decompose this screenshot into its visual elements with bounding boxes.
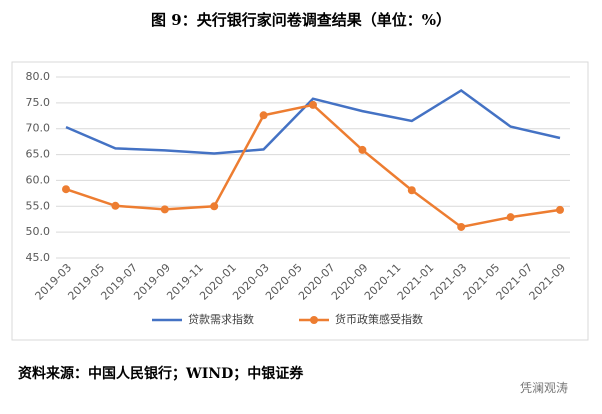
- marker: [111, 201, 120, 210]
- y-tick-label: 80.0: [26, 70, 51, 83]
- y-tick-label: 45.0: [26, 251, 51, 264]
- y-tick-label: 55.0: [26, 199, 51, 212]
- legend-marker: [310, 316, 318, 324]
- source: 资料来源：中国人民银行；WIND；中银证券: [18, 365, 304, 382]
- marker: [358, 145, 367, 154]
- marker: [210, 202, 219, 211]
- marker: [457, 222, 466, 231]
- y-tick-label: 75.0: [26, 96, 51, 109]
- marker: [259, 111, 268, 120]
- marker: [309, 100, 317, 109]
- y-tick-label: 65.0: [26, 148, 51, 161]
- y-tick-label: 60.0: [26, 173, 51, 186]
- chart-title: 图 9：央行银行家问卷调查结果（单位：%）: [151, 11, 451, 29]
- marker: [506, 213, 515, 222]
- y-tick-label: 70.0: [26, 122, 51, 135]
- marker: [160, 205, 169, 214]
- marker: [62, 185, 70, 194]
- marker: [556, 205, 564, 214]
- watermark: 凭澜观涛: [520, 380, 568, 395]
- y-tick-label: 50.0: [26, 225, 51, 238]
- legend-label: 贷款需求指数: [188, 312, 254, 326]
- marker: [407, 186, 416, 195]
- legend-label: 货币政策感受指数: [335, 312, 423, 326]
- line: [65, 88, 561, 155]
